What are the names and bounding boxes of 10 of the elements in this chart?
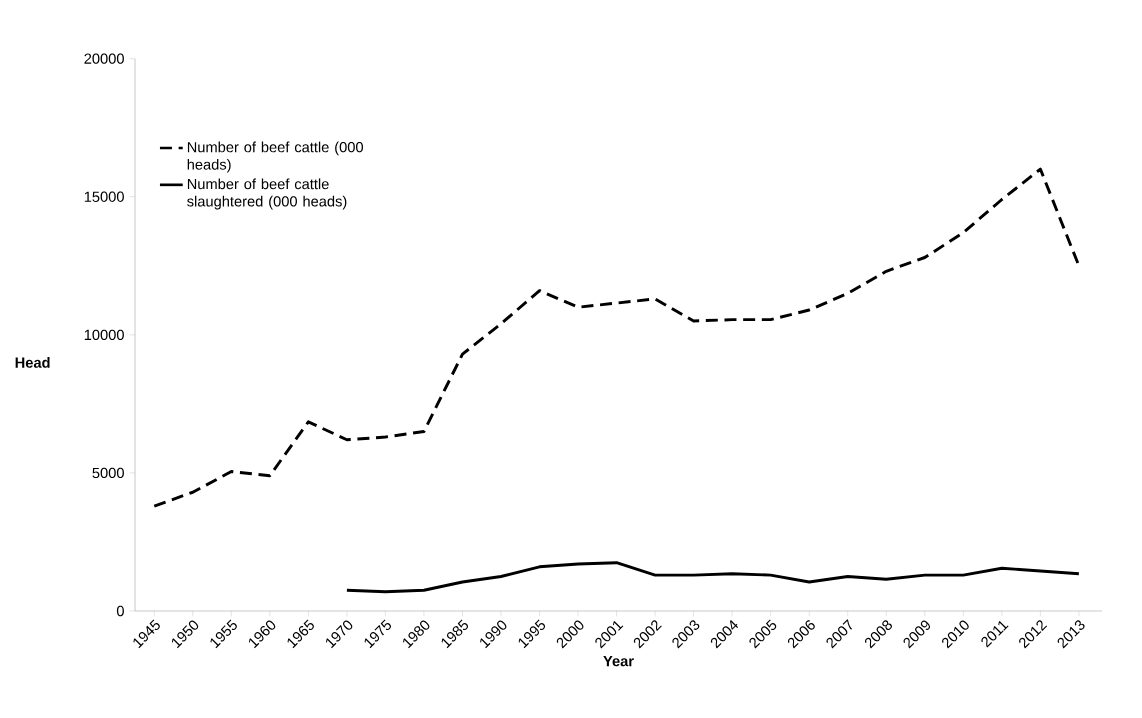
y-tick-label: 20000 xyxy=(84,53,124,64)
y-tick-label: 5000 xyxy=(92,467,124,479)
x-axis-title: Year xyxy=(603,656,634,667)
y-tick-label: 0 xyxy=(116,605,124,617)
legend-label: Number of beef cattle (000 heads) xyxy=(187,141,363,173)
y-tick-label: 15000 xyxy=(84,191,124,202)
y-axis-title: Head xyxy=(15,357,50,368)
line-series xyxy=(345,561,1081,594)
legend-label: Number of beef cattle slaughtered (000 heads) xyxy=(187,178,347,210)
y-tick-label: 10000 xyxy=(84,329,124,341)
